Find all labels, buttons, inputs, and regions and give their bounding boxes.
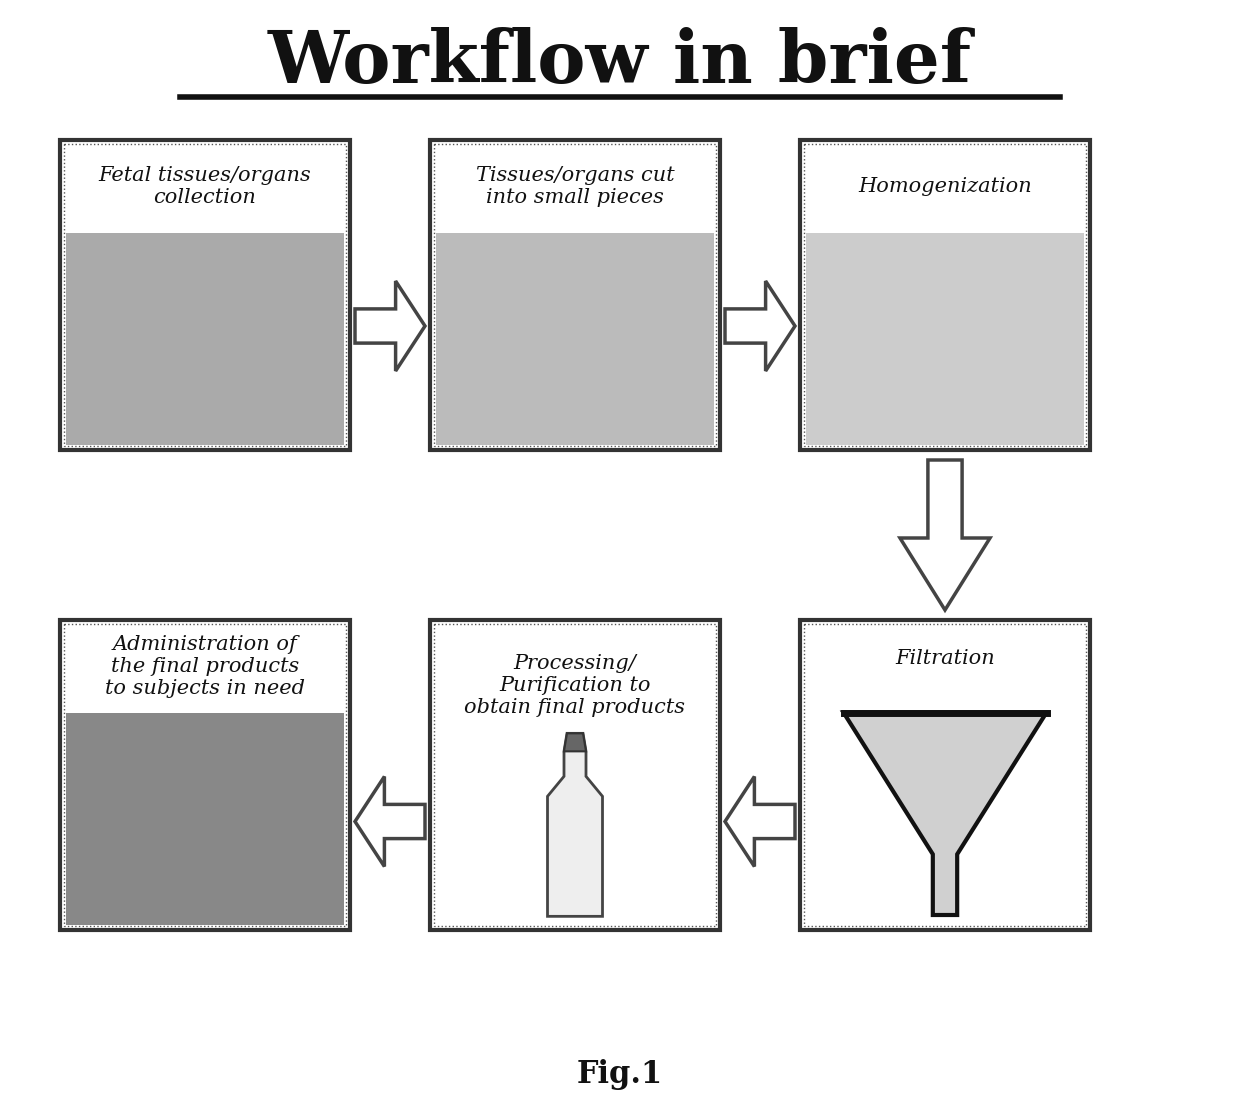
Polygon shape xyxy=(355,777,425,866)
Bar xyxy=(64,144,346,446)
Text: Workflow in brief: Workflow in brief xyxy=(268,27,972,97)
Bar xyxy=(804,624,1086,926)
Bar xyxy=(434,144,715,446)
Bar xyxy=(64,624,346,926)
Text: Homogenization: Homogenization xyxy=(858,177,1032,196)
Bar xyxy=(66,713,343,925)
Bar xyxy=(800,140,1090,450)
Bar xyxy=(430,140,720,450)
Bar xyxy=(804,144,1086,446)
Bar xyxy=(806,697,1084,925)
Polygon shape xyxy=(548,734,603,916)
Bar xyxy=(806,233,1084,445)
Polygon shape xyxy=(355,281,425,371)
Bar xyxy=(60,140,350,450)
Bar xyxy=(60,620,350,930)
Bar xyxy=(430,620,720,930)
Polygon shape xyxy=(725,281,795,371)
Polygon shape xyxy=(843,713,1047,915)
Bar xyxy=(436,750,714,925)
Polygon shape xyxy=(900,460,990,610)
Text: Filtration: Filtration xyxy=(895,650,994,669)
Polygon shape xyxy=(564,734,587,751)
Text: Fig.1: Fig.1 xyxy=(577,1060,663,1091)
Text: Fetal tissues/organs
collection: Fetal tissues/organs collection xyxy=(99,166,311,207)
Bar xyxy=(800,620,1090,930)
Bar xyxy=(436,233,714,445)
Text: Tissues/organs cut
into small pieces: Tissues/organs cut into small pieces xyxy=(476,166,675,207)
Polygon shape xyxy=(725,777,795,866)
Text: Processing/
Purification to
obtain final products: Processing/ Purification to obtain final… xyxy=(465,653,686,717)
Bar xyxy=(434,624,715,926)
Text: Administration of
the final products
to subjects in need: Administration of the final products to … xyxy=(105,635,305,698)
Bar xyxy=(66,233,343,445)
